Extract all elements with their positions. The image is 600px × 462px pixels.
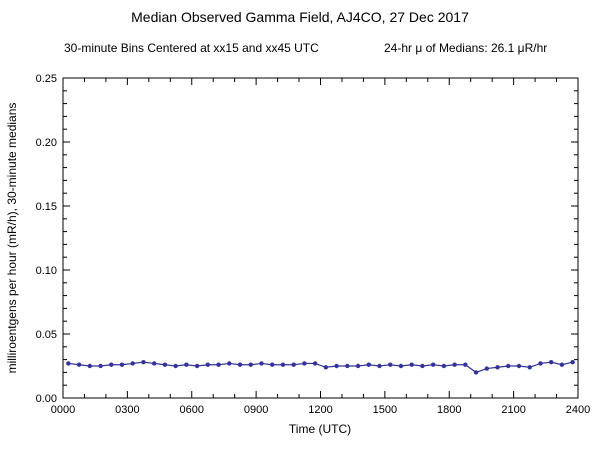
plot-area: 0000 0300 0600 0900 1200 1500 1800 2100 2400 0.00… [36,73,591,416]
data-point-marker [366,362,371,367]
plot-frame [62,77,579,399]
data-point-marker [506,363,511,369]
data-point-marker [388,362,393,367]
data-point-marker [152,361,157,366]
data-point-marker [227,361,232,366]
x-tick-label: 2400 [566,404,590,416]
data-point-marker [430,362,436,367]
data-point-marker [548,359,554,365]
y-axis-title: milliroentgens per hour (mR/h), 30-minut… [5,103,19,374]
data-point-marker [345,363,350,369]
y-tick-label: 0.15 [36,201,57,213]
data-point-marker [162,362,168,367]
data-point-marker [516,363,522,369]
data-point-marker [323,365,329,370]
y-tick-label: 0.20 [36,137,57,149]
y-tick-label: 0.00 [36,393,57,405]
x-tick-label: 0600 [180,404,204,416]
data-point-marker [398,363,404,369]
x-tick-label: 0300 [115,404,139,416]
data-point-marker [312,361,318,366]
data-point-marker [291,362,296,367]
chart-subtitle-bins: 30-minute Bins Centered at xx15 and xx45… [64,41,319,55]
data-point-marker [280,362,286,367]
data-point-marker [270,362,275,367]
data-point-marker [248,362,253,367]
data-point-marker [205,362,211,367]
x-tick-label: 2100 [501,404,525,416]
data-point-marker [98,363,103,369]
x-tick-label: 1500 [373,404,397,416]
data-point-marker [194,363,200,369]
chart-subtitle-mean: 24-hr μ of Medians: 26.1 μR/hr [384,41,547,55]
chart-title: Median Observed Gamma Field, AJ4CO, 27 D… [131,9,469,25]
y-tick-label: 0.05 [36,329,57,341]
x-tick-label: 1200 [308,404,332,416]
data-point-marker [237,362,243,367]
x-tick-label: 0000 [51,404,75,416]
y-tick-label: 0.25 [36,73,57,85]
data-point-marker [463,362,468,367]
data-point-marker [141,359,146,365]
data-point-marker [66,361,71,366]
data-point-marker [420,363,425,369]
data-point-marker [302,361,307,366]
data-point-marker [377,363,382,369]
x-tick-label: 1800 [437,404,461,416]
data-point-marker [452,362,457,367]
data-point-marker [87,363,93,369]
x-tick-label: 0900 [244,404,268,416]
data-point-marker [109,362,114,367]
data-point-marker [484,366,489,371]
data-point-marker [473,370,479,375]
data-point-marker [216,362,221,367]
data-point-marker [119,362,125,367]
data-point-marker [559,362,565,367]
x-axis-title: Time (UTC) [289,422,351,436]
data-point-marker [495,365,500,370]
data-point-marker [130,361,135,366]
data-point-marker [409,362,414,367]
y-tick-label: 0.10 [36,265,57,277]
data-point-marker [441,363,447,369]
data-point-marker [570,359,575,365]
data-point-marker [527,365,532,370]
data-point-marker [259,361,264,366]
data-point-marker [334,363,339,369]
data-point-marker [173,363,178,369]
data-point-marker [184,362,189,367]
data-point-marker [355,363,361,369]
data-point-marker [76,362,82,367]
data-point-marker [538,361,543,366]
